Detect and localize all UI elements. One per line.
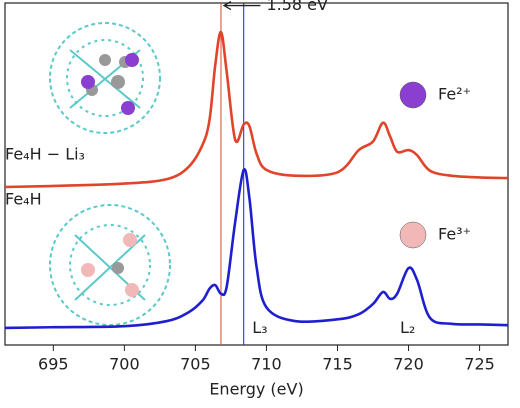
series-label: Fe₄H — [5, 190, 42, 209]
spectrum-line — [4, 30, 509, 189]
species-marker — [399, 221, 427, 249]
x-tick-label: 695 — [38, 355, 69, 374]
x-tick-label: 710 — [251, 355, 282, 374]
x-axis-label: Energy (eV) — [209, 380, 303, 399]
arrow-head — [222, 0, 232, 11]
annotation: L₂ — [400, 318, 415, 337]
series-label: Fe₄H − Li₃ — [5, 145, 85, 164]
spectrum-line — [4, 167, 509, 330]
x-tick-label: 715 — [322, 355, 353, 374]
molecule-top — [49, 22, 161, 134]
x-tick-label: 720 — [393, 355, 424, 374]
plot-frame — [4, 2, 509, 346]
annotation: 1.58 eV — [266, 0, 328, 14]
x-tick-label: 700 — [109, 355, 140, 374]
species-label: Fe²⁺ — [438, 85, 471, 104]
annotation: L₃ — [252, 318, 267, 337]
x-tick-label: 725 — [464, 355, 495, 374]
x-tick-label: 705 — [180, 355, 211, 374]
molecule-bottom — [49, 204, 171, 326]
species-label: Fe³⁺ — [438, 225, 471, 244]
species-marker — [399, 81, 427, 109]
